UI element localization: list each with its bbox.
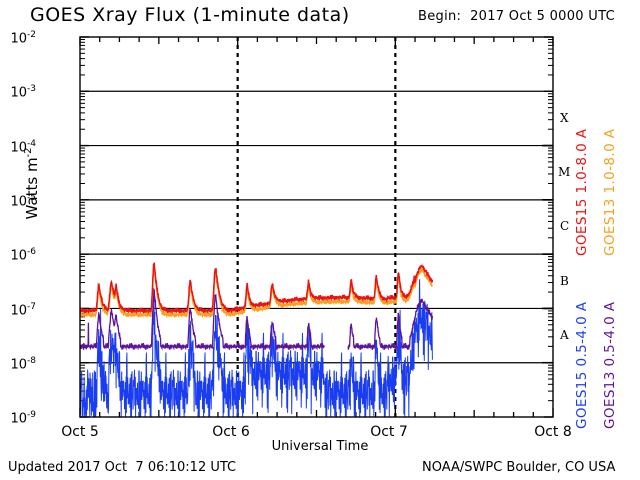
flare-class-label-x: X: [560, 111, 569, 125]
x-tick-label: Oct 8: [534, 424, 572, 440]
flare-class-label-c: C: [560, 219, 570, 233]
x-tick-label: Oct 6: [212, 424, 250, 440]
series-goes13-short: [80, 287, 434, 351]
x-axis-label: Universal Time: [271, 439, 369, 454]
begin-time-label: Begin: 2017 Oct 5 0000 UTC: [418, 9, 615, 24]
series-goes13-long: [80, 267, 434, 319]
x-tick-label: Oct 5: [61, 424, 99, 440]
y-tick-label: 10-3: [10, 84, 36, 101]
updated-timestamp: Updated 2017 Oct 7 06:10:12 UTC: [8, 460, 237, 475]
flare-class-label-a: A: [560, 328, 569, 342]
series-goes15-long: [80, 262, 434, 315]
page-title: GOES Xray Flux (1-minute data): [30, 4, 350, 26]
flare-class-label-m: M: [558, 165, 571, 179]
y-tick-label: 10-7: [10, 302, 36, 319]
plot-frame: [79, 36, 554, 418]
series-goes15-short: [80, 279, 433, 417]
y-tick-label: 10-2: [10, 30, 36, 47]
y-tick-label: 10-4: [10, 139, 36, 156]
flare-class-label-b: B: [560, 274, 569, 288]
credit-label: NOAA/SWPC Boulder, CO USA: [422, 460, 616, 475]
y-tick-label: 10-5: [10, 193, 36, 210]
y-tick-label: 10-9: [10, 410, 36, 427]
y-tick-label: 10-6: [10, 247, 36, 264]
y-tick-label: 10-8: [10, 356, 36, 373]
x-tick-label: Oct 7: [370, 424, 408, 440]
